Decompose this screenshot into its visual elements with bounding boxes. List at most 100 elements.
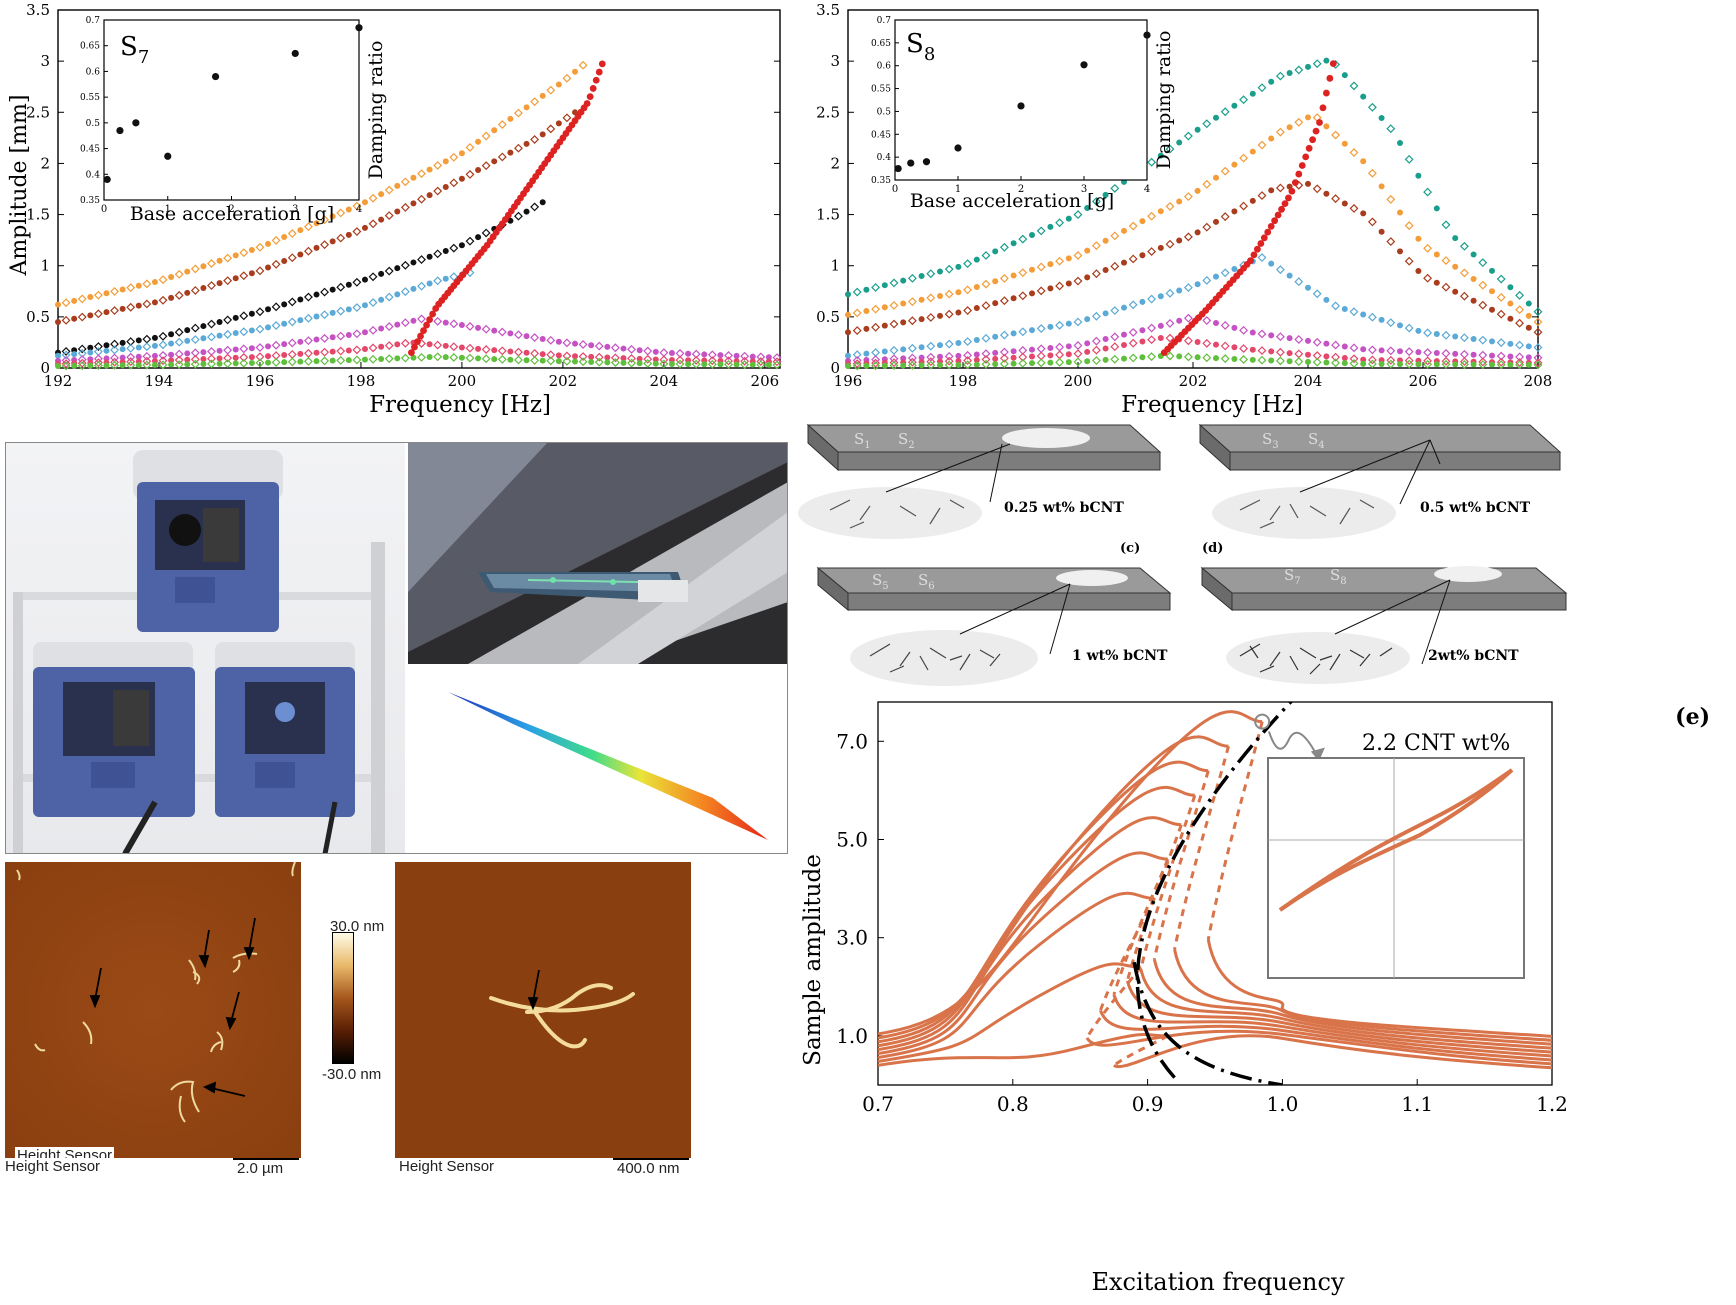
backbone-point	[1323, 89, 1330, 97]
x-tick-label: 204	[1294, 372, 1323, 390]
response-curve	[878, 785, 1195, 1048]
x-tick-label: 198	[949, 372, 978, 390]
data-point	[1423, 273, 1433, 283]
data-point	[1323, 57, 1330, 64]
data-point	[1165, 239, 1175, 249]
data-point	[1073, 357, 1083, 367]
data-point	[458, 344, 465, 351]
data-point	[740, 351, 750, 361]
backbone-point	[1281, 200, 1289, 208]
data-point	[329, 334, 336, 341]
data-point	[239, 327, 249, 337]
afm-colorbar-top-label: 30.0 nm	[330, 918, 385, 935]
response-curve	[1085, 1029, 1552, 1066]
data-point	[223, 359, 233, 368]
data-point	[216, 280, 223, 287]
data-point	[158, 360, 168, 370]
data-point	[1433, 349, 1440, 356]
data-point	[1415, 235, 1422, 242]
data-point	[1386, 194, 1396, 204]
data-point	[514, 143, 523, 153]
data-point	[71, 362, 78, 369]
data-point	[1459, 357, 1469, 367]
data-point	[223, 315, 233, 325]
data-point	[184, 337, 191, 344]
data-point	[119, 305, 126, 312]
data-point	[1176, 139, 1183, 146]
data-point	[449, 178, 459, 188]
data-point	[426, 341, 433, 348]
data-point	[594, 357, 604, 367]
data-point	[889, 345, 899, 355]
data-point	[1121, 227, 1127, 234]
data-point	[361, 199, 368, 206]
data-point	[190, 354, 200, 364]
data-point	[313, 244, 320, 251]
x-tick-label: 192	[44, 372, 73, 390]
inset-x-tick-label: 2	[228, 204, 234, 215]
data-point	[733, 361, 740, 368]
data-point	[1128, 221, 1138, 231]
data-point	[1055, 320, 1065, 330]
inset-y-tick-label: 0.7	[877, 16, 892, 26]
data-point	[881, 348, 888, 355]
panel-e-inset: 2.2 CNT wt%	[1267, 731, 1525, 979]
data-point	[77, 355, 87, 365]
data-point	[352, 329, 362, 339]
inset-data-point	[103, 175, 111, 184]
svg-text:S1: S1	[854, 430, 871, 451]
data-point	[1231, 208, 1238, 215]
data-point	[863, 286, 870, 293]
data-point	[926, 341, 936, 351]
data-point	[481, 161, 491, 171]
x-tick-label: 202	[549, 372, 578, 390]
data-point	[1213, 218, 1219, 225]
data-point	[475, 234, 482, 241]
data-point	[1525, 361, 1532, 368]
data-point	[151, 352, 158, 359]
inset-y-tick-label: 0.5	[877, 107, 892, 117]
data-point	[255, 242, 265, 252]
data-point	[345, 347, 352, 354]
data-point	[378, 355, 385, 362]
data-point	[449, 243, 459, 253]
x-tick-label: 1.2	[1536, 1092, 1568, 1116]
data-point	[863, 362, 870, 369]
data-point	[248, 327, 255, 334]
data-point	[433, 316, 443, 326]
data-point	[142, 342, 152, 352]
data-point	[442, 354, 449, 361]
afm-right-sensor: Height Sensor	[399, 1158, 495, 1175]
data-point	[1415, 361, 1422, 368]
panel-b-inset-ylabel: Damping ratio	[1153, 31, 1175, 170]
data-point	[852, 361, 862, 371]
data-point	[223, 253, 233, 263]
data-point	[329, 357, 336, 364]
inset-y-tick-label: 0.4	[86, 170, 101, 180]
data-point	[361, 346, 368, 353]
data-point	[1147, 211, 1157, 221]
backbone-point	[1298, 162, 1306, 169]
data-point	[1489, 306, 1495, 313]
data-point	[1533, 358, 1543, 368]
data-point	[1257, 191, 1267, 201]
data-point	[530, 333, 540, 343]
data-point	[871, 358, 881, 368]
data-point	[1349, 343, 1359, 353]
response-curve	[1173, 949, 1552, 1042]
data-point	[410, 354, 417, 361]
data-point	[426, 192, 433, 199]
data-point	[707, 359, 717, 369]
data-point	[200, 361, 207, 368]
data-point	[281, 301, 288, 308]
data-point	[1286, 350, 1293, 357]
data-point	[394, 321, 401, 328]
data-point	[400, 353, 410, 363]
data-point	[944, 360, 954, 370]
data-point	[1378, 228, 1385, 235]
data-point	[320, 347, 330, 357]
data-point	[756, 360, 766, 370]
specimen-beam-3: S5 S6 1 wt% bCNT	[816, 566, 1172, 686]
data-point	[1525, 312, 1532, 319]
svg-text:S4: S4	[1308, 430, 1325, 451]
